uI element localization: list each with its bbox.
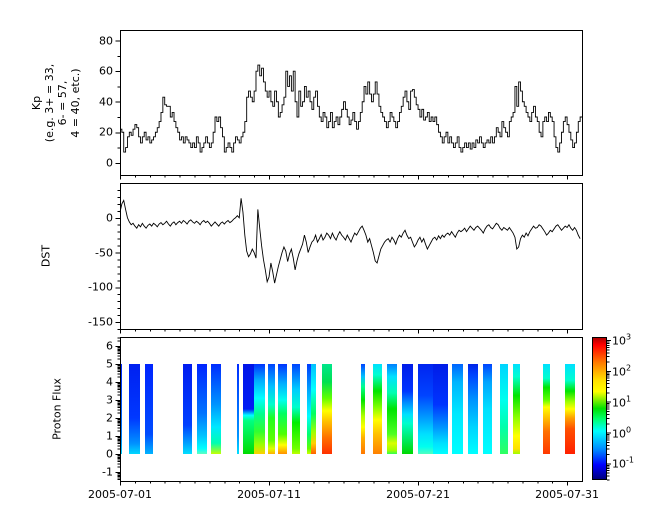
kp-y-tick-label: 20 [99,125,113,139]
flux-y-tick-label: 0 [106,447,113,461]
kp-y-tick-label: 60 [99,64,113,78]
kp-y-tick-label: 80 [99,34,113,48]
proton-flux-bar [483,364,493,454]
colorbar-tick-label: 102 [612,363,632,379]
proton-flux-bar [311,364,316,454]
proton-flux-axis-label: Proton Flux [50,378,64,440]
colorbar-tick-label: 101 [612,394,632,410]
proton-flux-bar [468,364,479,454]
flux-y-tick-label: -1 [102,465,113,479]
x-tick-label-2005-07-01: 2005-07-01 [88,488,152,501]
dst-series-line [119,198,581,284]
proton-flux-bar [237,364,240,454]
kp-panel-frame [120,30,583,176]
dst-y-tick-label: -100 [88,280,113,294]
flux-y-tick-label: 2 [106,411,113,425]
flux-panel-frame [120,337,583,482]
x-tick-label-2005-07-31: 2005-07-31 [535,488,600,501]
proton-flux-bar [418,364,434,454]
dst-y-tick-label: -50 [95,246,113,260]
proton-flux-bar [183,364,192,454]
proton-flux-bar [513,364,521,454]
colorbar-tick-label: 10-1 [612,456,634,471]
proton-flux-bar [322,364,333,454]
proton-flux-bar [387,364,398,454]
proton-flux-bar [543,364,551,454]
flux-y-tick-label: 6 [106,339,113,353]
proton-flux-bar [402,364,413,454]
proton-flux-bar [278,364,288,454]
flux-y-tick-label: 5 [106,357,113,371]
kp-y-tick-label: 40 [99,95,113,109]
dst-axis-label: DST [39,244,53,268]
proton-flux-bar [197,364,207,454]
colorbar-tick-label: 103 [612,332,632,348]
proton-flux-bar [211,364,222,454]
proton-flux-bar [128,364,140,454]
proton-flux-bar [254,364,265,454]
proton-flux-bar [452,364,463,454]
colorbar-tick-label: 100 [612,425,632,440]
kp-series-line [120,64,582,153]
proton-flux-bar [433,364,448,454]
kp-axis-label-line4: 4 = 40, etc.) [69,67,82,138]
dst-y-tick-label: -150 [88,315,113,329]
flux-y-tick-label: 1 [106,429,113,443]
kp-y-tick-label: 0 [106,156,113,170]
proton-flux-bar [145,364,153,454]
proton-flux-bar [292,364,300,454]
kp-axis-label-line1: Kp [30,95,43,110]
colorbar [592,337,607,480]
proton-flux-bar [500,364,509,454]
proton-flux-bar [373,364,382,454]
x-tick-label-2005-07-21: 2005-07-21 [386,488,451,501]
proton-flux-bar [243,364,255,454]
x-tick-label-2005-07-11: 2005-07-11 [237,488,301,501]
dst-y-tick-label: 0 [106,211,113,225]
proton-flux-bar [565,364,576,454]
kp-axis-label-line2: (e.g. 3+ = 33, [43,63,56,142]
dst-panel-frame [120,183,583,330]
proton-flux-bar [268,364,275,454]
flux-y-tick-label: 3 [106,393,113,407]
flux-y-tick-label: 4 [106,375,113,389]
kp-axis-label-line3: 6- = 57, [56,80,69,125]
proton-flux-bar [307,364,311,454]
proton-flux-bar [361,364,365,454]
kp-axis-label: Kp (e.g. 3+ = 33, 6- = 57, 4 = 40, etc.) [30,63,82,141]
